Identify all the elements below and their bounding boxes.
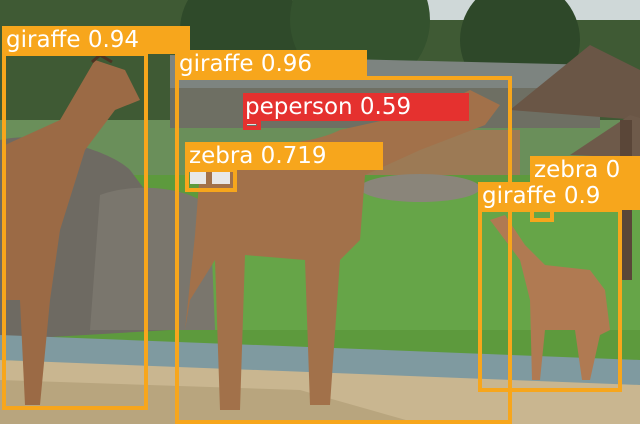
detection-label-person: peperson 0.59 [243,93,469,121]
detection-box-giraffe-2 [175,76,512,424]
detection-label-giraffe-2: giraffe 0.96 [175,50,367,78]
detection-label-zebra-1: zebra 0.719 [185,142,383,170]
detection-box-giraffe-3 [478,208,622,392]
detection-label-zebra-2: zebra 0 [530,156,640,184]
detection-label-giraffe-3: giraffe 0.9 [478,182,640,210]
detection-box-giraffe-1 [2,52,148,410]
detection-box-zebra-1 [185,168,237,192]
person-label-text: person 0.59 [273,94,412,120]
person-label-prefix: pe [245,94,274,120]
detection-label-giraffe-1: giraffe 0.94 [2,26,190,54]
detection-box-person [243,120,261,130]
